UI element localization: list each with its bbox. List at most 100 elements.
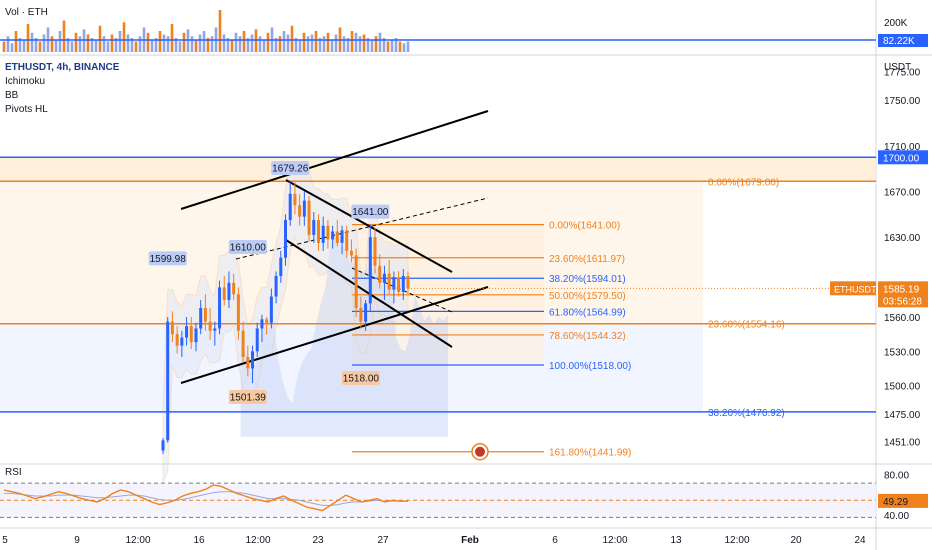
rsi-legend: RSI — [5, 467, 22, 478]
price-tick-0: 1775.00 — [884, 68, 921, 79]
candle-body — [279, 257, 283, 276]
volume-bar — [42, 34, 46, 52]
candle-body — [274, 275, 278, 297]
countdown-label: 03:56:28 — [883, 296, 922, 307]
volume-bar — [294, 38, 298, 52]
volume-bar — [126, 34, 130, 52]
volume-bar — [34, 38, 38, 52]
candle-body — [359, 307, 363, 322]
candle-body — [378, 265, 382, 283]
volume-bar — [242, 31, 246, 52]
volume-bar — [350, 31, 354, 52]
time-tick-6: 27 — [377, 535, 389, 546]
volume-bar — [238, 36, 242, 52]
currency-label: USDT — [884, 62, 911, 73]
volume-bar — [122, 22, 126, 52]
trendline-1 — [180, 286, 489, 384]
trendline-5 — [351, 267, 453, 313]
fib-small-label-1: 23.60%(1611.97) — [549, 254, 625, 265]
indicator-bb[interactable]: BB — [5, 90, 19, 101]
volume-bar — [234, 32, 238, 52]
pivot-label-0: 1679.26 — [272, 163, 309, 174]
trendline-0 — [180, 110, 489, 210]
volume-bar — [6, 36, 10, 52]
volume-bar — [130, 38, 134, 52]
volume-bar — [202, 31, 206, 52]
symbol-title[interactable]: ETHUSDT, 4h, BINANCE — [5, 62, 120, 73]
volume-bar — [178, 41, 182, 52]
volume-bar — [246, 38, 250, 52]
volume-bar — [266, 32, 270, 52]
fib-small-label-5: 78.60%(1544.32) — [549, 331, 626, 342]
candle-body — [284, 220, 287, 258]
candle-body — [232, 282, 236, 295]
volume-bar — [2, 41, 6, 52]
volume-bar — [18, 38, 22, 52]
time-tick-9: 12:00 — [602, 535, 627, 546]
rsi-value: 49.29 — [883, 497, 908, 508]
time-tick-4: 12:00 — [245, 535, 270, 546]
candle-body — [392, 277, 396, 290]
volume-bar — [150, 39, 154, 52]
time-tick-11: 12:00 — [724, 535, 749, 546]
volume-bar — [366, 38, 370, 52]
volume-bar — [386, 41, 390, 52]
candle-body — [251, 351, 255, 369]
time-tick-12: 20 — [790, 535, 802, 546]
candle-body — [241, 330, 245, 358]
volume-bar — [342, 36, 346, 52]
volume-bar — [314, 31, 318, 52]
candle-body — [401, 275, 405, 292]
volume-bar — [94, 39, 98, 52]
price-tick-7: 1500.00 — [884, 382, 921, 393]
volume-bar — [346, 38, 350, 52]
candle-body — [382, 273, 386, 283]
volume-bar — [10, 43, 14, 52]
volume-bar — [382, 38, 386, 52]
candle-body — [227, 282, 231, 300]
volume-axis-label: 200K — [884, 18, 908, 29]
indicator-ichimoku[interactable]: Ichimoku — [5, 76, 46, 87]
volume-bar — [118, 31, 122, 52]
volume-bar — [290, 25, 294, 52]
price-tick-8: 1475.00 — [884, 410, 921, 421]
volume-bar — [70, 41, 74, 52]
volume-bar — [54, 39, 58, 52]
volume-bar — [374, 36, 378, 52]
fib-small-label-4: 61.80%(1564.99) — [549, 307, 626, 318]
volume-bar — [262, 39, 266, 52]
indicator-pivots[interactable]: Pivots HL — [5, 104, 48, 115]
volume-bar — [22, 39, 26, 52]
candle-body — [326, 225, 330, 240]
pivot-badge — [148, 251, 187, 266]
resistance-zone — [0, 157, 876, 182]
candle-body — [364, 303, 368, 322]
candle-body — [222, 287, 226, 300]
candle-body — [335, 231, 339, 243]
candle-body — [175, 334, 179, 346]
candle-body — [373, 237, 377, 266]
volume-bar — [318, 38, 322, 52]
volume-bar — [258, 36, 262, 52]
volume-bar — [50, 36, 54, 52]
candle-body — [260, 319, 264, 329]
fib-small-label-0: 0.00%(1641.00) — [549, 221, 620, 232]
time-tick-5: 23 — [312, 535, 324, 546]
volume-bar — [182, 32, 186, 52]
pivot-label-4: 1501.39 — [230, 392, 267, 403]
trendline-2 — [235, 197, 489, 260]
price-tick-6: 1530.00 — [884, 347, 921, 358]
volume-bar — [354, 32, 358, 52]
time-tick-3: 16 — [193, 535, 205, 546]
candle-body — [185, 326, 189, 338]
volume-bar — [250, 34, 254, 52]
volume-bar — [274, 38, 278, 52]
price-tick-4: 1630.00 — [884, 233, 921, 244]
volume-bar — [134, 41, 138, 52]
volume-bar — [394, 38, 398, 52]
time-tick-8: 6 — [552, 535, 558, 546]
volume-bar — [74, 32, 78, 52]
volume-bar — [38, 41, 42, 52]
